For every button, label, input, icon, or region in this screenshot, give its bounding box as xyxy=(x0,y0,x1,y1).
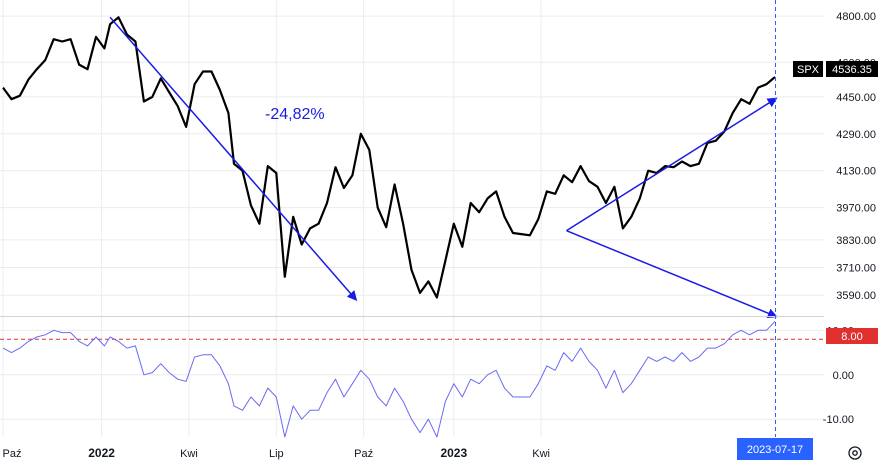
time-tick-label: 2022 xyxy=(88,446,115,460)
last-price-badge-bg xyxy=(826,61,878,77)
reference-value-label: 8.00 xyxy=(841,331,862,343)
arrow-annotation[interactable] xyxy=(566,97,778,232)
settings-gear-icon[interactable] xyxy=(848,446,862,460)
current-date-badge-bg xyxy=(737,438,813,460)
time-tick-label: Kwi xyxy=(532,448,550,460)
indicator-tick-label: -10.00 xyxy=(823,414,854,426)
last-price-label: 4536.35 xyxy=(832,64,872,76)
price-tick-label: 4450.00 xyxy=(836,92,876,104)
last-price-badge[interactable]: 4536.35 xyxy=(826,61,878,77)
time-tick-label: Kwi xyxy=(180,448,198,460)
arrow-annotation[interactable] xyxy=(109,16,358,301)
current-date-badge[interactable]: 2023-07-17 xyxy=(737,438,813,460)
price-tick-label: 3970.00 xyxy=(836,203,876,215)
price-tick-label: 4800.00 xyxy=(836,11,876,23)
price-tick-label: 3590.00 xyxy=(836,290,876,302)
percent-change-annotation: -24,82% xyxy=(265,106,325,123)
time-tick-label: Lip xyxy=(269,448,284,460)
time-tick-label: Paź xyxy=(3,448,22,460)
current-date-label: 2023-07-17 xyxy=(747,444,803,456)
grid xyxy=(0,0,826,437)
arrow-annotation[interactable] xyxy=(566,229,778,318)
time-tick-label: Paź xyxy=(354,448,373,460)
price-series-line xyxy=(2,16,776,299)
arrow-annotations xyxy=(109,16,778,318)
reference-value-badge[interactable]: 8.00 xyxy=(826,328,878,344)
price-tick-label: 3830.00 xyxy=(836,235,876,247)
time-axis[interactable]: Paź 2022 Kwi Lip Paź 2023 Kwi xyxy=(3,446,550,460)
indicator-series-line xyxy=(2,321,776,438)
symbol-badge-bg xyxy=(793,61,823,77)
time-tick-label: 2023 xyxy=(440,446,467,460)
series-layer xyxy=(2,16,776,438)
symbol-label: SPX xyxy=(797,64,820,76)
reference-value-badge-bg xyxy=(826,328,878,344)
price-tick-label: 3710.00 xyxy=(836,263,876,275)
symbol-badge[interactable]: SPX xyxy=(793,61,823,77)
price-tick-label: 4290.00 xyxy=(836,129,876,141)
indicator-tick-label: 0.00 xyxy=(833,370,854,382)
price-tick-label: 4130.00 xyxy=(836,166,876,178)
price-axis[interactable]: 4800.004600.004450.004290.004130.003970.… xyxy=(823,11,876,426)
